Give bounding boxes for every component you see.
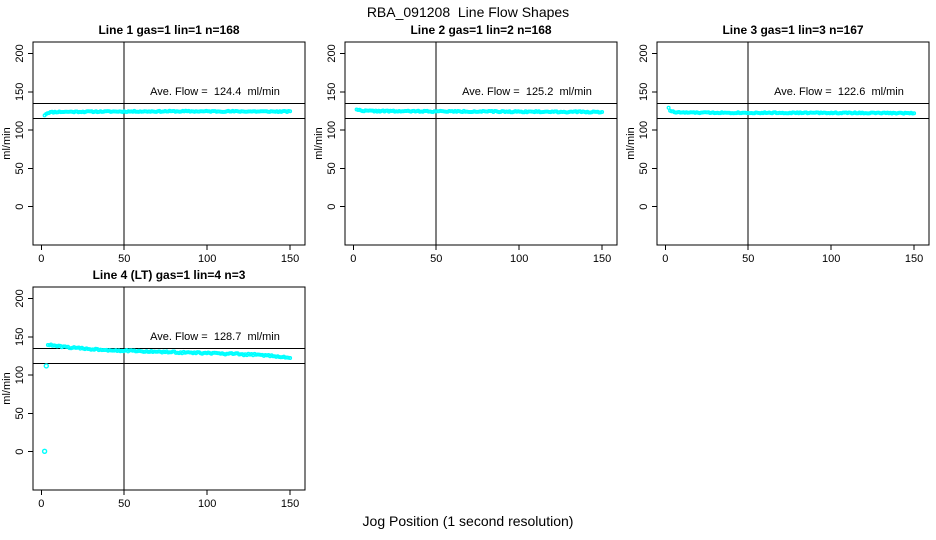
- figure-title: RBA_091208 Line Flow Shapes: [366, 4, 570, 20]
- panel-3-title: Line 3 gas=1 lin=3 n=167: [722, 23, 864, 37]
- y-axis-label: ml/min: [625, 127, 637, 159]
- y-tick-label: 100: [638, 121, 650, 139]
- panel-2-ave-flow-annotation: Ave. Flow = 125.2 ml/min: [462, 86, 592, 98]
- x-tick-label: 0: [38, 253, 44, 265]
- data-point: [288, 356, 293, 361]
- panel-2-title: Line 2 gas=1 lin=2 n=168: [410, 23, 552, 37]
- plot-frame: [32, 286, 306, 491]
- y-tick-label: 50: [638, 162, 650, 174]
- outlier-point: [43, 363, 49, 369]
- x-tick-label: 150: [281, 498, 299, 510]
- data-point: [170, 349, 175, 354]
- y-tick-label: 0: [638, 204, 650, 210]
- data-point: [195, 350, 200, 355]
- x-tick-label: 0: [38, 498, 44, 510]
- y-axis-label: ml/min: [1, 127, 13, 159]
- data-point: [64, 344, 69, 349]
- x-tick-label: 100: [510, 253, 528, 265]
- x-tick-label: 100: [198, 498, 216, 510]
- y-tick-label: 150: [326, 83, 338, 101]
- y-tick-label: 50: [14, 162, 26, 174]
- panel-2: 0 50 100 150 0 50 100 150 200 ml/min: [313, 41, 618, 265]
- x-tick-label: 50: [430, 253, 442, 265]
- y-tick-label: 100: [326, 121, 338, 139]
- plot-frame: [344, 41, 618, 246]
- data-points: [42, 108, 293, 118]
- y-tick-label: 0: [14, 449, 26, 455]
- x-tick-label: 100: [198, 253, 216, 265]
- y-tick-label: 50: [326, 162, 338, 174]
- panel-4-ave-flow-annotation: Ave. Flow = 128.7 ml/min: [150, 331, 280, 343]
- panel-3: 0 50 100 150 0 50 100 150 200 ml/min: [625, 41, 930, 265]
- data-point: [288, 109, 293, 114]
- y-tick-label: 100: [14, 366, 26, 384]
- x-tick-label: 100: [822, 253, 840, 265]
- x-tick-label: 50: [118, 498, 130, 510]
- outlier-point: [41, 448, 48, 454]
- panel-1: 0 50 100 150 0 50 100 150 200 ml/min: [1, 41, 306, 265]
- x-tick-label: 0: [350, 253, 356, 265]
- panel-1-ave-flow-annotation: Ave. Flow = 124.4 ml/min: [150, 86, 280, 98]
- y-tick-label: 200: [638, 44, 650, 62]
- y-axis-label: ml/min: [1, 372, 13, 404]
- x-tick-label: 150: [281, 253, 299, 265]
- x-axis-label: Jog Position (1 second resolution): [362, 513, 574, 529]
- x-tick-label: 50: [118, 253, 130, 265]
- y-tick-label: 100: [14, 121, 26, 139]
- data-point: [600, 109, 605, 114]
- y-tick-label: 200: [14, 289, 26, 307]
- x-tick-label: 50: [742, 253, 754, 265]
- data-points: [41, 342, 293, 454]
- data-points: [666, 105, 917, 116]
- panel-3-ave-flow-annotation: Ave. Flow = 122.6 ml/min: [774, 86, 904, 98]
- y-tick-label: 150: [638, 83, 650, 101]
- panel-4: 0 50 100 150 0 50 100 150 200 ml/min: [1, 286, 306, 510]
- x-tick-label: 150: [593, 253, 611, 265]
- panel-4-title: Line 4 (LT) gas=1 lin=4 n=3: [92, 268, 246, 282]
- y-tick-label: 200: [326, 44, 338, 62]
- data-point: [234, 351, 239, 356]
- y-tick-label: 150: [14, 83, 26, 101]
- x-tick-label: 150: [905, 253, 923, 265]
- plot-frame: [32, 41, 306, 246]
- y-tick-label: 0: [14, 204, 26, 210]
- x-tick-label: 0: [662, 253, 668, 265]
- data-point: [912, 111, 917, 116]
- y-tick-label: 50: [14, 407, 26, 419]
- y-tick-label: 200: [14, 44, 26, 62]
- y-tick-label: 150: [14, 328, 26, 346]
- data-points: [354, 107, 605, 115]
- panel-1-title: Line 1 gas=1 lin=1 n=168: [98, 23, 240, 37]
- y-tick-label: 0: [326, 204, 338, 210]
- y-axis-label: ml/min: [313, 127, 325, 159]
- data-point: [666, 105, 671, 110]
- plot-frame: [656, 41, 930, 246]
